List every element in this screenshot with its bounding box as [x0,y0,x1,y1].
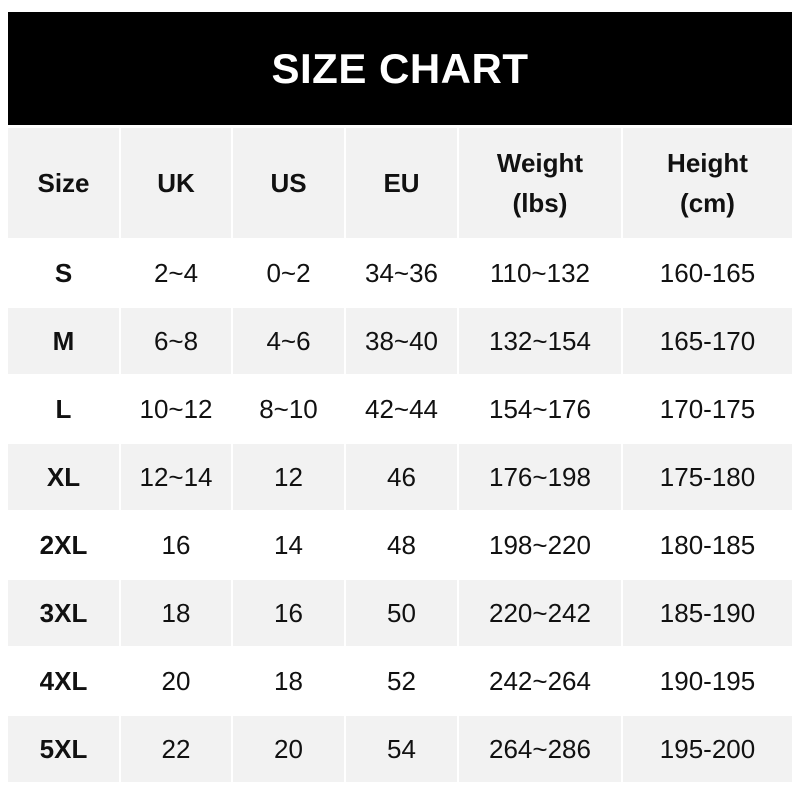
table-cell: 195-200 [623,716,792,782]
size-label: 3XL [8,580,119,646]
column-header: Height (cm) [623,128,792,238]
size-chart-title: SIZE CHART [8,12,792,125]
table-cell: 50 [346,580,457,646]
table-cell: 160-165 [623,240,792,306]
table-cell: 42~44 [346,376,457,442]
table-cell: 8~10 [233,376,344,442]
table-cell: 54 [346,716,457,782]
table-cell: 12 [233,444,344,510]
size-chart-table: Size UK US EU Weight (lbs) Height (cm) S 2~4 0~2 3… [6,126,794,784]
table-cell: 185-190 [623,580,792,646]
table-row: 3XL 18 16 50 220~242 185-190 [8,580,792,646]
table-cell: 175-180 [623,444,792,510]
size-label: XL [8,444,119,510]
table-cell: 154~176 [459,376,621,442]
column-header: US [233,128,344,238]
table-cell: 14 [233,512,344,578]
size-label: 2XL [8,512,119,578]
table-cell: 165-170 [623,308,792,374]
table-cell: 16 [121,512,231,578]
table-cell: 48 [346,512,457,578]
size-label: 4XL [8,648,119,714]
header-row: Size UK US EU Weight (lbs) Height (cm) [8,128,792,238]
table-cell: 10~12 [121,376,231,442]
table-cell: 2~4 [121,240,231,306]
table-cell: 38~40 [346,308,457,374]
table-cell: 12~14 [121,444,231,510]
table-cell: 198~220 [459,512,621,578]
table-cell: 18 [121,580,231,646]
table-row: 4XL 20 18 52 242~264 190-195 [8,648,792,714]
table-row: M 6~8 4~6 38~40 132~154 165-170 [8,308,792,374]
table-cell: 16 [233,580,344,646]
table-cell: 170-175 [623,376,792,442]
table-cell: 6~8 [121,308,231,374]
column-header: Weight (lbs) [459,128,621,238]
table-cell: 176~198 [459,444,621,510]
table-cell: 46 [346,444,457,510]
size-label: L [8,376,119,442]
table-cell: 20 [233,716,344,782]
column-header: UK [121,128,231,238]
table-cell: 18 [233,648,344,714]
table-cell: 220~242 [459,580,621,646]
size-label: 5XL [8,716,119,782]
table-row: 2XL 16 14 48 198~220 180-185 [8,512,792,578]
table-cell: 242~264 [459,648,621,714]
table-cell: 4~6 [233,308,344,374]
size-label: S [8,240,119,306]
table-row: S 2~4 0~2 34~36 110~132 160-165 [8,240,792,306]
column-header: Size [8,128,119,238]
table-row: 5XL 22 20 54 264~286 195-200 [8,716,792,782]
table-cell: 190-195 [623,648,792,714]
table-cell: 22 [121,716,231,782]
table-cell: 132~154 [459,308,621,374]
table-cell: 110~132 [459,240,621,306]
table-cell: 264~286 [459,716,621,782]
table-row: L 10~12 8~10 42~44 154~176 170-175 [8,376,792,442]
table-row: XL 12~14 12 46 176~198 175-180 [8,444,792,510]
table-cell: 20 [121,648,231,714]
column-header: EU [346,128,457,238]
table-cell: 180-185 [623,512,792,578]
table-cell: 34~36 [346,240,457,306]
size-label: M [8,308,119,374]
table-cell: 0~2 [233,240,344,306]
table-cell: 52 [346,648,457,714]
